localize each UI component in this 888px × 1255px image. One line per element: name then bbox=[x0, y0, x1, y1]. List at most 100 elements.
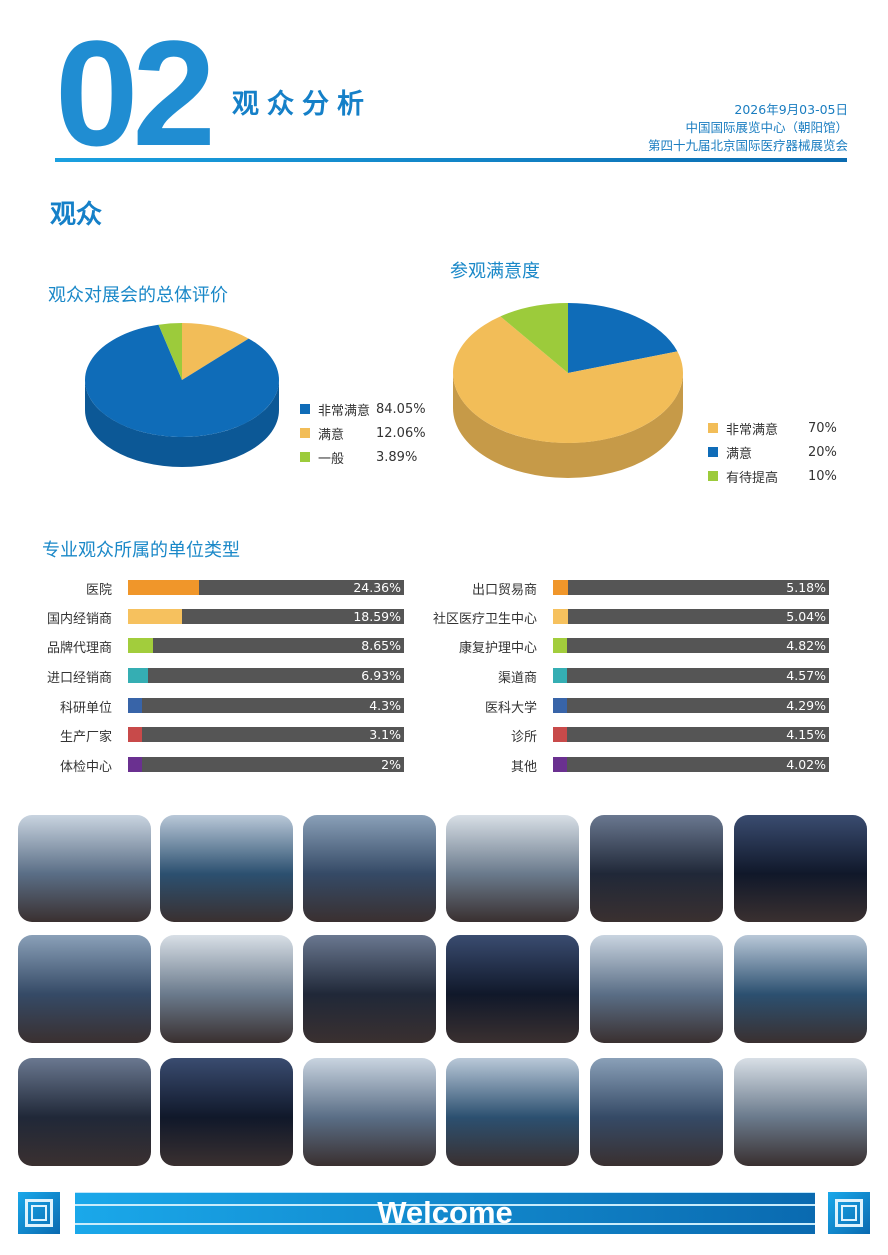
pie-chart-overall bbox=[84, 323, 279, 467]
pie1-title: 观众对展会的总体评价 bbox=[48, 285, 228, 306]
bar-track: 3.1% bbox=[128, 727, 404, 742]
pie-chart-satisfaction bbox=[452, 303, 683, 478]
bar-track: 5.04% bbox=[553, 609, 829, 624]
bar-track: 4.57% bbox=[553, 668, 829, 683]
legend-label: 非常满意 bbox=[318, 403, 371, 419]
bar-value: 18.59% bbox=[353, 609, 401, 624]
bar-fill bbox=[553, 638, 567, 653]
bar-track: 4.15% bbox=[553, 727, 829, 742]
bar-track: 4.02% bbox=[553, 757, 829, 772]
bar-track: 4.82% bbox=[553, 638, 829, 653]
exhibition-photo-9 bbox=[303, 935, 436, 1043]
exhibition-photo-5 bbox=[590, 815, 723, 922]
bar-value: 5.18% bbox=[786, 580, 826, 595]
bar-value: 4.82% bbox=[786, 638, 826, 653]
legend-swatch bbox=[300, 404, 310, 414]
exhibition-photo-3 bbox=[303, 815, 436, 922]
pie-side-1 bbox=[85, 380, 279, 467]
legend-item: 有待提高 10% bbox=[708, 464, 837, 488]
bar-label: 康复护理中心 bbox=[458, 641, 537, 656]
legend-item: 一般 3.89% bbox=[300, 445, 426, 469]
event-name: 第四十九届北京国际医疗器械展览会 bbox=[647, 138, 848, 153]
section-number: 02 bbox=[55, 9, 216, 177]
legend-swatch bbox=[300, 452, 310, 462]
legend-label: 一般 bbox=[318, 451, 345, 467]
pie-slice-满意 bbox=[182, 323, 249, 380]
bar-label: 科研单位 bbox=[59, 701, 112, 716]
exhibition-photo-10 bbox=[446, 935, 579, 1043]
bar-track: 4.29% bbox=[553, 698, 829, 713]
header-divider bbox=[55, 158, 847, 162]
exhibition-photo-8 bbox=[160, 935, 293, 1043]
bar-label: 生产厂家 bbox=[59, 730, 112, 745]
welcome-text: Welcome bbox=[377, 1195, 513, 1230]
bar-fill bbox=[553, 698, 567, 713]
bar-value: 3.1% bbox=[369, 727, 401, 742]
bar-track: 2% bbox=[128, 757, 404, 772]
bar-track: 18.59% bbox=[128, 609, 404, 624]
bar-value: 4.02% bbox=[786, 757, 826, 772]
bar-fill bbox=[553, 727, 567, 742]
bar-fill bbox=[128, 638, 154, 653]
bar-label: 医科大学 bbox=[484, 701, 537, 716]
pie-side-1 bbox=[453, 373, 683, 478]
event-venue: 中国国际展览中心（朝阳馆） bbox=[685, 120, 848, 135]
event-date: 2026年9月03-05日 bbox=[734, 102, 848, 117]
bar-label: 体检中心 bbox=[59, 760, 112, 775]
bar-value: 4.29% bbox=[786, 698, 826, 713]
exhibition-photo-11 bbox=[590, 935, 723, 1043]
bar-fill bbox=[128, 698, 142, 713]
bar-fill bbox=[553, 580, 568, 595]
exhibition-photo-18 bbox=[734, 1058, 867, 1166]
legend-value: 84.05% bbox=[376, 401, 426, 417]
bar-fill bbox=[553, 757, 567, 772]
bar-track: 24.36% bbox=[128, 580, 404, 595]
bar-label: 其他 bbox=[510, 760, 537, 775]
exhibition-photo-2 bbox=[160, 815, 293, 922]
exhibition-photo-7 bbox=[18, 935, 151, 1043]
bar-label: 社区医疗卫生中心 bbox=[432, 612, 537, 627]
bar-track: 5.18% bbox=[553, 580, 829, 595]
bar-value: 8.65% bbox=[361, 638, 401, 653]
bar-fill bbox=[553, 668, 567, 683]
exhibition-photo-15 bbox=[303, 1058, 436, 1166]
bar-value: 24.36% bbox=[353, 580, 401, 595]
legend-value: 20% bbox=[808, 444, 837, 460]
legend-value: 3.89% bbox=[376, 449, 418, 465]
bar-fill bbox=[128, 668, 149, 683]
bar-fill bbox=[128, 757, 142, 772]
bar-track: 6.93% bbox=[128, 668, 404, 683]
exhibition-photo-17 bbox=[590, 1058, 723, 1166]
bar-label: 诊所 bbox=[510, 730, 537, 745]
legend-item: 非常满意 70% bbox=[708, 416, 837, 440]
pie-slice-非常满意 bbox=[84, 324, 279, 437]
bar-value: 4.15% bbox=[786, 727, 826, 742]
section-title: 观众分析 bbox=[232, 89, 372, 120]
legend-swatch bbox=[708, 447, 718, 457]
exhibition-photo-4 bbox=[446, 815, 579, 922]
bar-label: 渠道商 bbox=[497, 671, 537, 686]
decor-square-right bbox=[828, 1192, 870, 1234]
pie-slice-有待提高 bbox=[500, 303, 568, 373]
legend-label: 满意 bbox=[318, 427, 345, 443]
pie1-legend: 非常满意 84.05% 满意 12.06% 一般 3.89% bbox=[300, 397, 426, 469]
bar-fill bbox=[128, 727, 142, 742]
exhibition-photo-13 bbox=[18, 1058, 151, 1166]
legend-item: 满意 12.06% bbox=[300, 421, 426, 445]
legend-label: 满意 bbox=[726, 446, 753, 462]
bar-track: 4.3% bbox=[128, 698, 404, 713]
exhibition-photo-16 bbox=[446, 1058, 579, 1166]
pie2-legend: 非常满意 70% 满意 20% 有待提高 10% bbox=[708, 416, 837, 488]
bar-label: 进口经销商 bbox=[46, 671, 112, 686]
legend-label: 有待提高 bbox=[726, 470, 779, 486]
pie-slice-非常满意 bbox=[452, 316, 683, 444]
bar-fill bbox=[553, 609, 568, 624]
legend-value: 12.06% bbox=[376, 425, 426, 441]
bar-value: 6.93% bbox=[361, 668, 401, 683]
page-title: 观众 bbox=[50, 200, 103, 230]
legend-item: 满意 20% bbox=[708, 440, 837, 464]
exhibition-photo-12 bbox=[734, 935, 867, 1043]
legend-value: 10% bbox=[808, 468, 837, 484]
exhibition-photo-14 bbox=[160, 1058, 293, 1166]
bar-value: 4.3% bbox=[369, 698, 401, 713]
